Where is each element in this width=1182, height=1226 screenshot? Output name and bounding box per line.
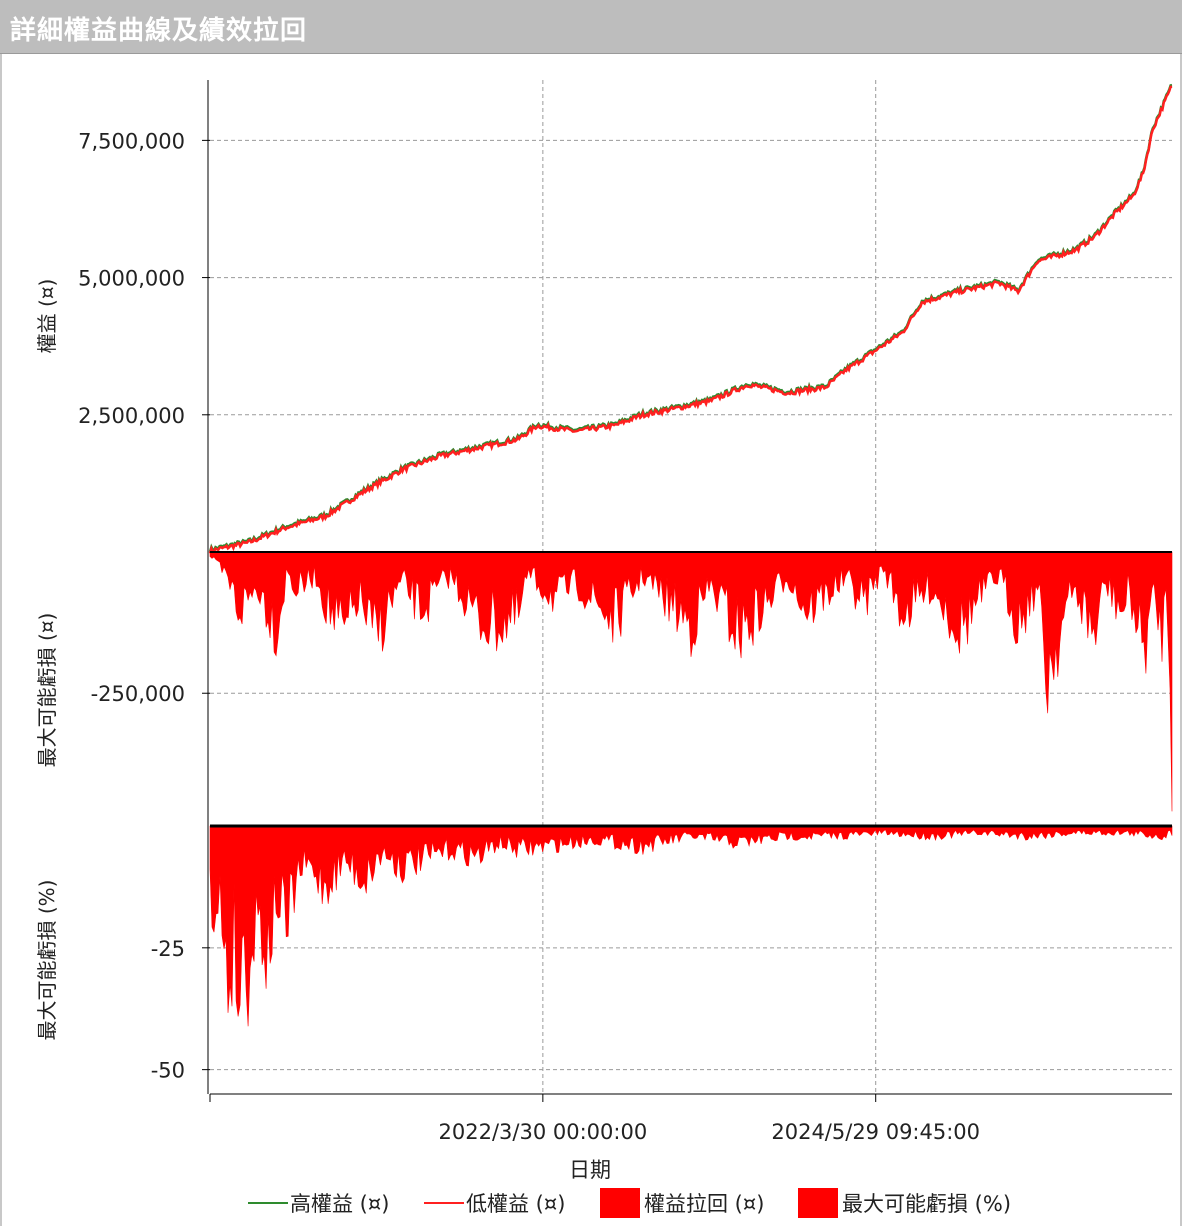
legend-line-icon bbox=[248, 1202, 288, 1204]
legend-item-max-drawdown-pct: 最大可能虧損 (%) bbox=[798, 1186, 1011, 1220]
series-equity-pullback-area bbox=[209, 551, 1173, 812]
legend-item-high-equity: 高權益 (¤) bbox=[248, 1186, 389, 1220]
legend-label: 高權益 (¤) bbox=[290, 1192, 390, 1216]
y-tick-label: -250,000 bbox=[91, 682, 185, 706]
x-tick-label: 2024/5/29 09:45:00 bbox=[771, 1120, 980, 1144]
chart-title: 詳細權益曲線及績效拉回 bbox=[10, 16, 308, 46]
frame-right-border bbox=[1180, 54, 1182, 1226]
legend-label: 權益拉回 (¤) bbox=[644, 1192, 765, 1216]
y-axis-label: 最大可能虧損 (¤) bbox=[35, 613, 59, 768]
chart-legend: 高權益 (¤) 低權益 (¤) 權益拉回 (¤) 最大可能虧損 (%) bbox=[0, 1186, 1182, 1226]
y-tick-label: 5,000,000 bbox=[78, 267, 185, 291]
x-axis-label: 日期 bbox=[569, 1158, 611, 1182]
equity-drawdown-chart: 2,500,000 5,000,000 7,500,000 權益 (¤) -250,00… bbox=[35, 80, 1173, 1182]
frame-left-border bbox=[0, 54, 2, 1226]
x-tick-label: 2022/3/30 00:00:00 bbox=[439, 1120, 648, 1144]
legend-box-icon bbox=[798, 1188, 838, 1218]
legend-line-icon bbox=[424, 1202, 464, 1204]
series-high-equity-line bbox=[208, 83, 1173, 553]
y-axis-label: 權益 (¤) bbox=[35, 279, 59, 354]
window-title-bar: 詳細權益曲線及績效拉回 bbox=[0, 0, 1182, 54]
y-axis-label: 最大可能虧損 (%) bbox=[35, 880, 59, 1041]
legend-label: 最大可能虧損 (%) bbox=[842, 1192, 1012, 1216]
y-tick-label: 2,500,000 bbox=[78, 404, 185, 428]
y-tick-label: 7,500,000 bbox=[78, 129, 185, 153]
legend-box-icon bbox=[600, 1188, 640, 1218]
legend-item-low-equity: 低權益 (¤) bbox=[424, 1186, 565, 1220]
series-low-equity-line bbox=[208, 85, 1173, 554]
legend-item-equity-pullback: 權益拉回 (¤) bbox=[600, 1186, 764, 1220]
legend-label: 低權益 (¤) bbox=[466, 1192, 566, 1216]
y-tick-label: -25 bbox=[151, 937, 185, 961]
series-max-drawdown-pct-area bbox=[209, 825, 1173, 1027]
y-tick-label: -50 bbox=[151, 1059, 185, 1083]
